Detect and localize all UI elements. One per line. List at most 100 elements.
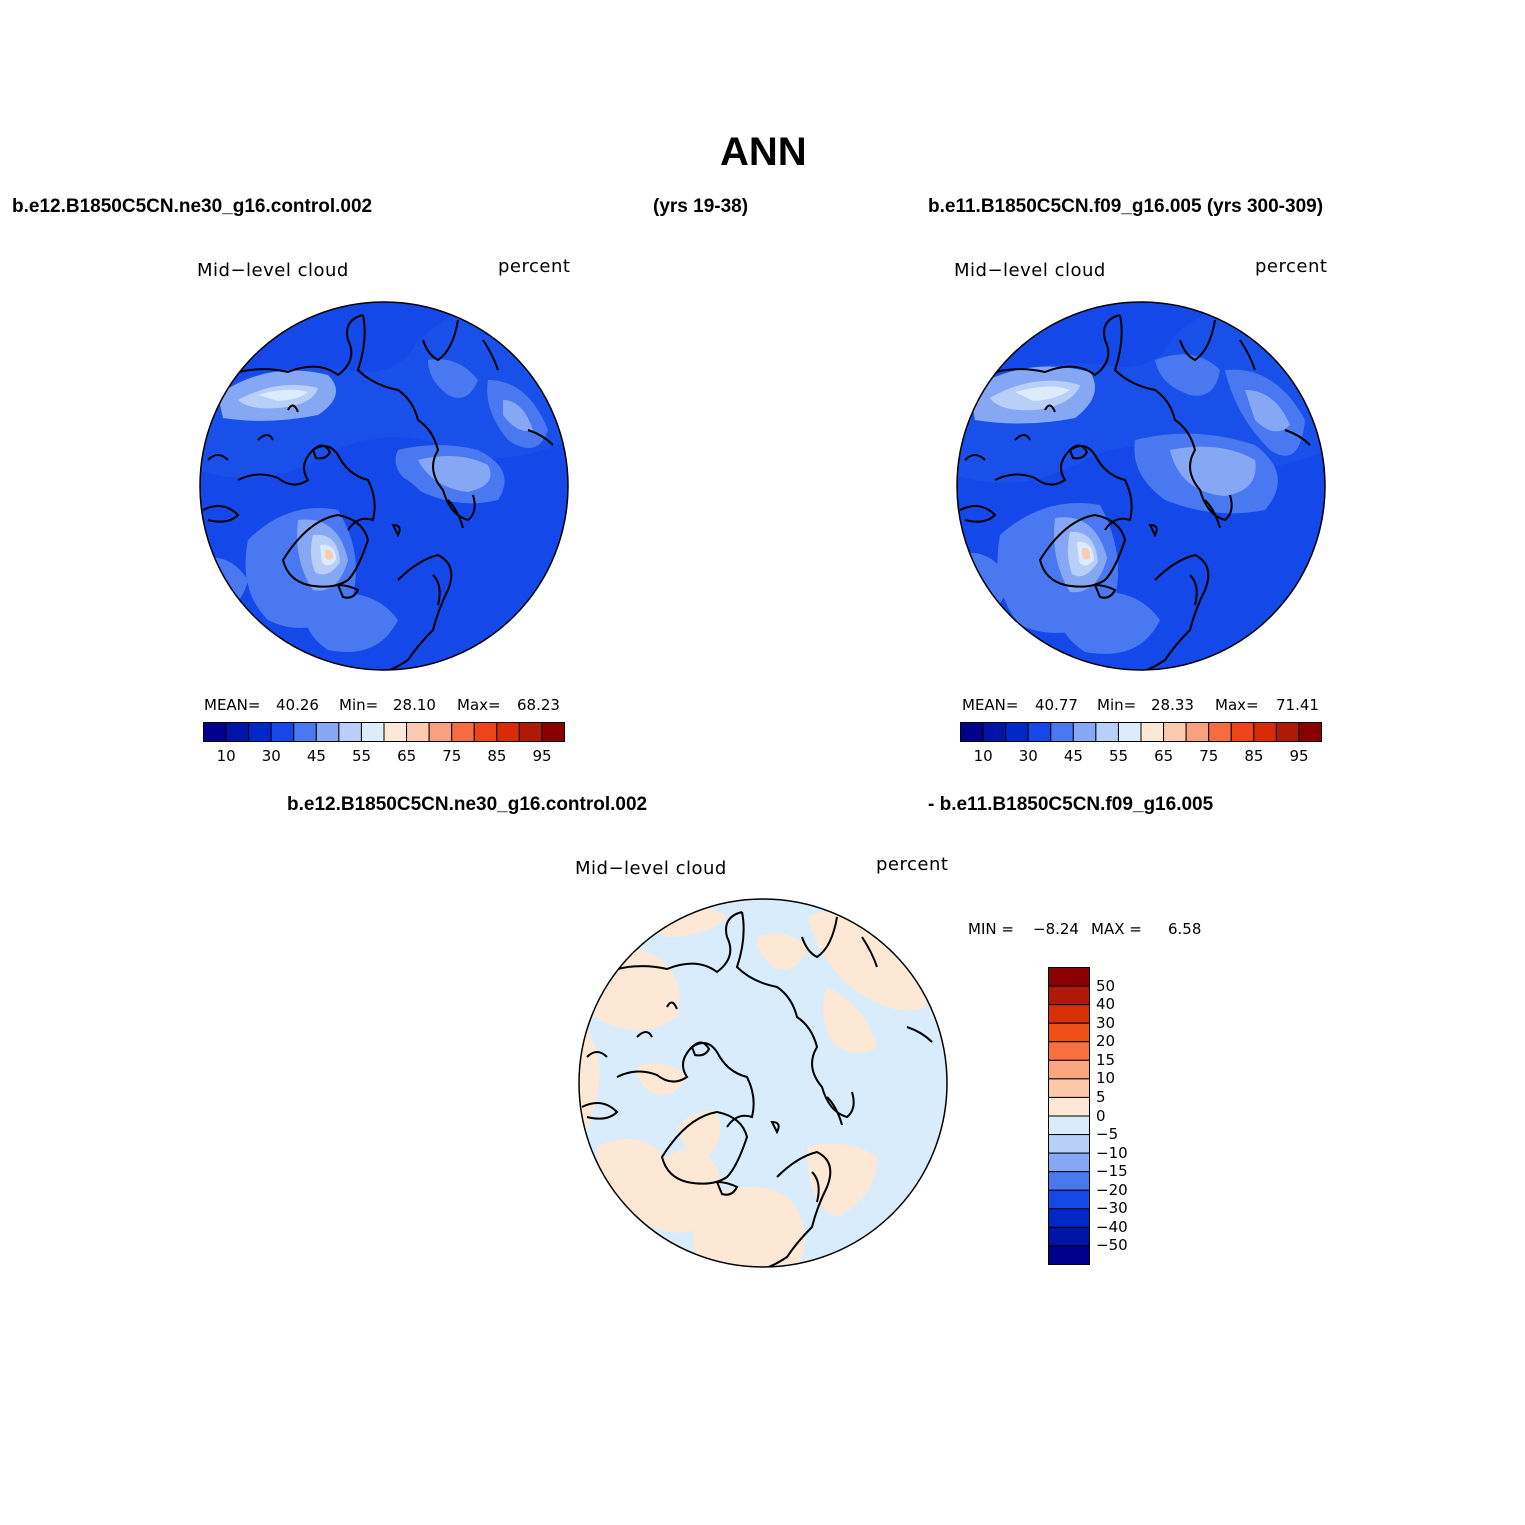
panel1-colorbar-swatch [315,722,340,742]
panel2-colorbar-swatch [960,722,984,742]
panel3-variable-label: Mid−level cloud [575,858,727,879]
panel2-colorbar-swatch [1208,722,1232,742]
panel2-colorbar-tick-label: 95 [1289,747,1309,765]
panel1-colorbar-swatch [338,722,362,742]
panel3-colorbar-tick-label: 30 [1096,1013,1116,1032]
panel1-colorbar-tick-label: 75 [442,747,462,765]
panel3-colorbar-tick-label: −5 [1096,1125,1119,1144]
panel2-colorbar-swatch [1163,722,1187,742]
panel2-colorbar-swatch [1298,722,1322,742]
panel1-colorbar-swatch [428,722,453,742]
panel2-colorbar-swatch [1253,722,1277,742]
panel2-colorbar-swatch [1050,722,1074,742]
panel3-colorbar-tick-label: 15 [1096,1050,1116,1069]
panel1-colorbar-swatch [293,722,317,742]
panel2-polar-map [956,301,1326,671]
panel1-colorbar-tick-label: 95 [532,747,552,765]
panel1-colorbar-tick-label: 65 [397,747,417,765]
panel2-colorbar-tick-label: 85 [1244,747,1264,765]
panel1-mean-value: 40.26 [276,696,319,714]
panel3-colorbar-tick-label: −50 [1096,1236,1128,1255]
panel3-colorbar-tick-label: 5 [1096,1087,1106,1106]
panel2-colorbar-swatch [1117,722,1142,742]
panel3-colorbar-swatch [1048,967,1090,987]
panel2-colorbar-swatch [1027,722,1052,742]
panel1-colorbar-swatch [496,722,520,742]
panel1-colorbar-tick-label: 10 [216,747,236,765]
panel3-colorbar-tick-label: −40 [1096,1217,1128,1236]
panel3-colorbar-swatch [1048,1059,1090,1080]
panel3-colorbar-swatch [1048,1152,1090,1173]
panel3-colorbar-swatch [1048,1078,1090,1098]
panel3-colorbar-swatch [1048,1096,1090,1117]
panel3-colorbar-tick-label: −10 [1096,1143,1128,1162]
panel3-colorbar-swatch [1048,1004,1090,1024]
panel1-mean-label: MEAN= [204,696,261,714]
panel1-min-label: Min= [339,696,379,714]
panel1-colorbar [203,722,565,742]
panel3-max-value: 6.58 [1168,920,1202,938]
panel3-colorbar [1048,967,1090,1265]
panel1-colorbar-swatch [406,722,430,742]
panel2-colorbar-swatch [1185,722,1210,742]
panel3-colorbar-tick-label: 40 [1096,995,1116,1014]
right-case-name: b.e11.B1850C5CN.f09_g16.005 (yrs 300-309… [928,196,1324,217]
panel2-colorbar-tick-label: 30 [1018,747,1038,765]
panel1-colorbar-tick-label: 55 [351,747,372,765]
panel1-colorbar-tick-label: 45 [306,747,326,765]
panel3-max-label: MAX = [1091,920,1142,938]
panel3-colorbar-tick-label: 10 [1096,1069,1116,1088]
panel2-colorbar-tick-label: 45 [1063,747,1083,765]
panel2-max-label: Max= [1215,696,1259,714]
panel1-colorbar-swatch [518,722,543,742]
panel1-colorbar-swatch [225,722,250,742]
panel3-colorbar-swatch [1048,1041,1090,1061]
panel2-colorbar-swatch [1095,722,1119,742]
panel2-colorbar-tick-label: 65 [1154,747,1174,765]
panel1-colorbar-swatch [203,722,227,742]
panel2-mean-value: 40.77 [1035,696,1078,714]
panel1-units-label: percent [498,256,571,277]
panel2-min-label: Min= [1097,696,1137,714]
panel3-colorbar-tick-label: 50 [1096,976,1116,995]
panel2-colorbar-swatch [1072,722,1097,742]
panel1-colorbar-tick-label: 30 [261,747,281,765]
panel3-colorbar-swatch [1048,1226,1090,1247]
panel2-colorbar-swatch [1005,722,1029,742]
figure-title: ANN [720,130,807,174]
panel3-min-value: −8.24 [1033,920,1079,938]
panel3-colorbar-tick-label: −30 [1096,1199,1128,1218]
panel3-colorbar-swatch [1048,1208,1090,1228]
panel1-max-label: Max= [457,696,501,714]
panel1-colorbar-swatch [270,722,295,742]
panel3-colorbar-swatch [1048,1022,1090,1043]
panel2-colorbar-swatch [1140,722,1165,742]
panel1-colorbar-swatch [360,722,385,742]
panel3-difference-map [578,898,948,1268]
panel1-min-value: 28.10 [393,696,436,714]
panel3-colorbar-tick-label: 20 [1096,1032,1116,1051]
panel1-colorbar-tick-label: 85 [487,747,507,765]
panel1-colorbar-swatch [473,722,498,742]
panel2-colorbar-swatch [1275,722,1300,742]
panel3-colorbar-swatch [1048,1115,1090,1136]
panel3-colorbar-swatch [1048,1171,1090,1191]
panel3-colorbar-swatch [1048,1245,1090,1265]
panel3-colorbar-tick-label: −20 [1096,1180,1128,1199]
panel1-variable-label: Mid−level cloud [197,260,349,281]
diff-case-a: b.e12.B1850C5CN.ne30_g16.control.002 [287,794,648,815]
panel3-colorbar-tick-label: 0 [1096,1106,1106,1125]
panel2-variable-label: Mid−level cloud [954,260,1106,281]
panel2-mean-label: MEAN= [962,696,1019,714]
left-case-years: (yrs 19-38) [653,196,749,217]
panel3-colorbar-swatch [1048,1134,1090,1154]
panel2-colorbar-tick-label: 75 [1199,747,1219,765]
panel2-colorbar-tick-label: 55 [1108,747,1129,765]
panel2-units-label: percent [1255,256,1328,277]
panel1-colorbar-swatch [451,722,475,742]
diff-case-b: - b.e11.B1850C5CN.f09_g16.005 [928,794,1214,815]
panel3-units-label: percent [876,854,949,875]
panel3-colorbar-swatch [1048,1189,1090,1210]
panel2-max-value: 71.41 [1276,696,1319,714]
panel3-colorbar-swatch [1048,985,1090,1006]
